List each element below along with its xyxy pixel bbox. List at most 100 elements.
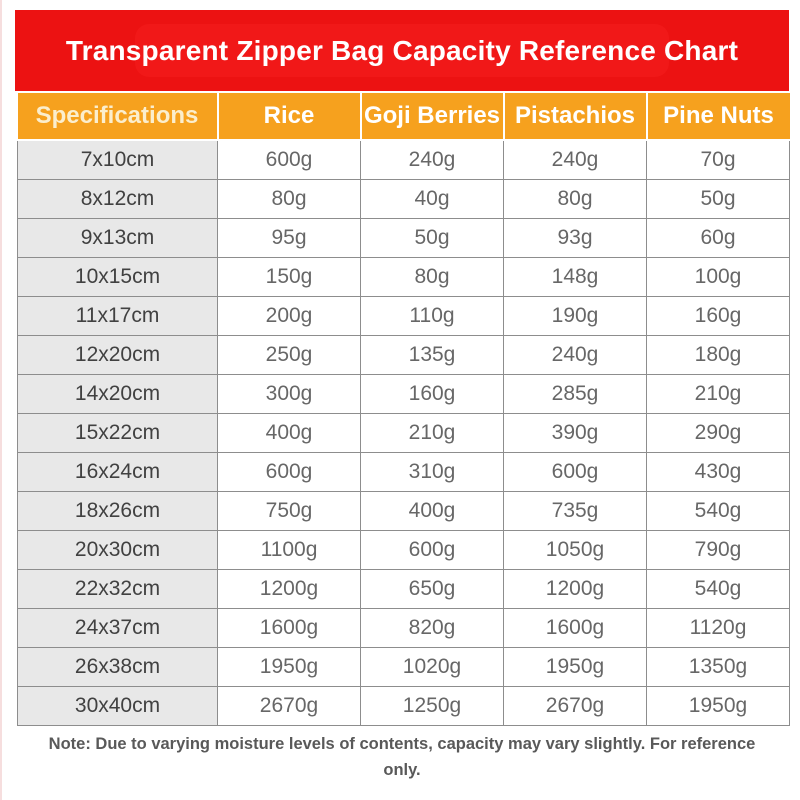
capacity-cell: 180g bbox=[646, 334, 790, 375]
capacity-cell: 135g bbox=[360, 334, 504, 375]
column-header-rice: Rice bbox=[216, 93, 361, 141]
capacity-cell: 400g bbox=[360, 490, 504, 531]
capacity-cell: 190g bbox=[503, 295, 647, 336]
capacity-cell: 160g bbox=[646, 295, 790, 336]
column-header-pine-nuts: Pine Nuts bbox=[645, 93, 790, 141]
capacity-cell: 80g bbox=[217, 178, 361, 219]
table-row: 22x32cm 1200g 650g 1200g 540g bbox=[17, 568, 790, 609]
capacity-cell: 540g bbox=[646, 568, 790, 609]
spec-cell: 7x10cm bbox=[17, 139, 218, 180]
capacity-cell: 1250g bbox=[360, 685, 504, 726]
spec-cell: 11x17cm bbox=[17, 295, 218, 336]
capacity-cell: 2670g bbox=[217, 685, 361, 726]
capacity-cell: 240g bbox=[503, 334, 647, 375]
capacity-cell: 600g bbox=[503, 451, 647, 492]
spec-cell: 10x15cm bbox=[17, 256, 218, 297]
capacity-cell: 70g bbox=[646, 139, 790, 180]
capacity-cell: 1600g bbox=[503, 607, 647, 648]
table-header: Specifications Rice Goji Berries Pistach… bbox=[17, 93, 790, 141]
capacity-cell: 80g bbox=[503, 178, 647, 219]
capacity-cell: 2670g bbox=[503, 685, 647, 726]
capacity-cell: 150g bbox=[217, 256, 361, 297]
capacity-cell: 1120g bbox=[646, 607, 790, 648]
page-title: Transparent Zipper Bag Capacity Referenc… bbox=[65, 34, 739, 66]
capacity-cell: 600g bbox=[217, 139, 361, 180]
capacity-cell: 735g bbox=[503, 490, 647, 531]
table-row: 7x10cm 600g 240g 240g 70g bbox=[17, 139, 790, 180]
header-row: Specifications Rice Goji Berries Pistach… bbox=[17, 93, 790, 141]
table-row: 15x22cm 400g 210g 390g 290g bbox=[17, 412, 790, 453]
table-row: 20x30cm 1100g 600g 1050g 790g bbox=[17, 529, 790, 570]
spec-cell: 22x32cm bbox=[17, 568, 218, 609]
table-row: 14x20cm 300g 160g 285g 210g bbox=[17, 373, 790, 414]
spec-cell: 14x20cm bbox=[17, 373, 218, 414]
capacity-cell: 250g bbox=[217, 334, 361, 375]
capacity-cell: 290g bbox=[646, 412, 790, 453]
capacity-cell: 1100g bbox=[217, 529, 361, 570]
capacity-cell: 750g bbox=[217, 490, 361, 531]
capacity-cell: 160g bbox=[360, 373, 504, 414]
footnote: Note: Due to varying moisture levels of … bbox=[48, 735, 756, 779]
capacity-cell: 240g bbox=[503, 139, 647, 180]
column-header-specifications: Specifications bbox=[17, 93, 218, 141]
column-header-pistachios: Pistachios bbox=[502, 93, 647, 141]
capacity-cell: 430g bbox=[646, 451, 790, 492]
capacity-cell: 93g bbox=[503, 217, 647, 258]
title-banner: Transparent Zipper Bag Capacity Referenc… bbox=[15, 10, 789, 91]
column-header-goji-berries: Goji Berries bbox=[359, 93, 504, 141]
capacity-cell: 1020g bbox=[360, 646, 504, 687]
table-row: 30x40cm 2670g 1250g 2670g 1950g bbox=[17, 685, 790, 726]
table-row: 12x20cm 250g 135g 240g 180g bbox=[17, 334, 790, 375]
capacity-cell: 50g bbox=[360, 217, 504, 258]
table-row: 9x13cm 95g 50g 93g 60g bbox=[17, 217, 790, 258]
spec-cell: 18x26cm bbox=[17, 490, 218, 531]
capacity-cell: 80g bbox=[360, 256, 504, 297]
table-body: 7x10cm 600g 240g 240g 70g 8x12cm 80g 40g 80g 50g 9… bbox=[17, 139, 790, 726]
table-row: 11x17cm 200g 110g 190g 160g bbox=[17, 295, 790, 336]
capacity-cell: 400g bbox=[217, 412, 361, 453]
spec-cell: 26x38cm bbox=[17, 646, 218, 687]
capacity-cell: 95g bbox=[217, 217, 361, 258]
spec-cell: 8x12cm bbox=[17, 178, 218, 219]
spec-cell: 16x24cm bbox=[17, 451, 218, 492]
capacity-cell: 600g bbox=[360, 529, 504, 570]
table-row: 24x37cm 1600g 820g 1600g 1120g bbox=[17, 607, 790, 648]
spec-cell: 15x22cm bbox=[17, 412, 218, 453]
capacity-cell: 40g bbox=[360, 178, 504, 219]
capacity-cell: 390g bbox=[503, 412, 647, 453]
capacity-cell: 285g bbox=[503, 373, 647, 414]
capacity-cell: 50g bbox=[646, 178, 790, 219]
capacity-cell: 540g bbox=[646, 490, 790, 531]
table-row: 10x15cm 150g 80g 148g 100g bbox=[17, 256, 790, 297]
capacity-cell: 1050g bbox=[503, 529, 647, 570]
spec-cell: 9x13cm bbox=[17, 217, 218, 258]
capacity-cell: 1950g bbox=[503, 646, 647, 687]
capacity-cell: 820g bbox=[360, 607, 504, 648]
capacity-cell: 1200g bbox=[217, 568, 361, 609]
spec-cell: 12x20cm bbox=[17, 334, 218, 375]
capacity-cell: 650g bbox=[360, 568, 504, 609]
capacity-cell: 310g bbox=[360, 451, 504, 492]
capacity-cell: 790g bbox=[646, 529, 790, 570]
spec-cell: 20x30cm bbox=[17, 529, 218, 570]
spec-cell: 24x37cm bbox=[17, 607, 218, 648]
capacity-table: Specifications Rice Goji Berries Pistach… bbox=[17, 93, 790, 726]
table-row: 26x38cm 1950g 1020g 1950g 1350g bbox=[17, 646, 790, 687]
capacity-cell: 300g bbox=[217, 373, 361, 414]
capacity-cell: 1600g bbox=[217, 607, 361, 648]
capacity-cell: 200g bbox=[217, 295, 361, 336]
title-banner-highlight bbox=[135, 24, 669, 77]
spec-cell: 30x40cm bbox=[17, 685, 218, 726]
capacity-cell: 110g bbox=[360, 295, 504, 336]
capacity-cell: 600g bbox=[217, 451, 361, 492]
table-row: 8x12cm 80g 40g 80g 50g bbox=[17, 178, 790, 219]
capacity-cell: 1950g bbox=[217, 646, 361, 687]
capacity-cell: 240g bbox=[360, 139, 504, 180]
capacity-cell: 1200g bbox=[503, 568, 647, 609]
table-row: 18x26cm 750g 400g 735g 540g bbox=[17, 490, 790, 531]
capacity-cell: 1350g bbox=[646, 646, 790, 687]
capacity-cell: 1950g bbox=[646, 685, 790, 726]
table-row: 16x24cm 600g 310g 600g 430g bbox=[17, 451, 790, 492]
capacity-cell: 210g bbox=[646, 373, 790, 414]
